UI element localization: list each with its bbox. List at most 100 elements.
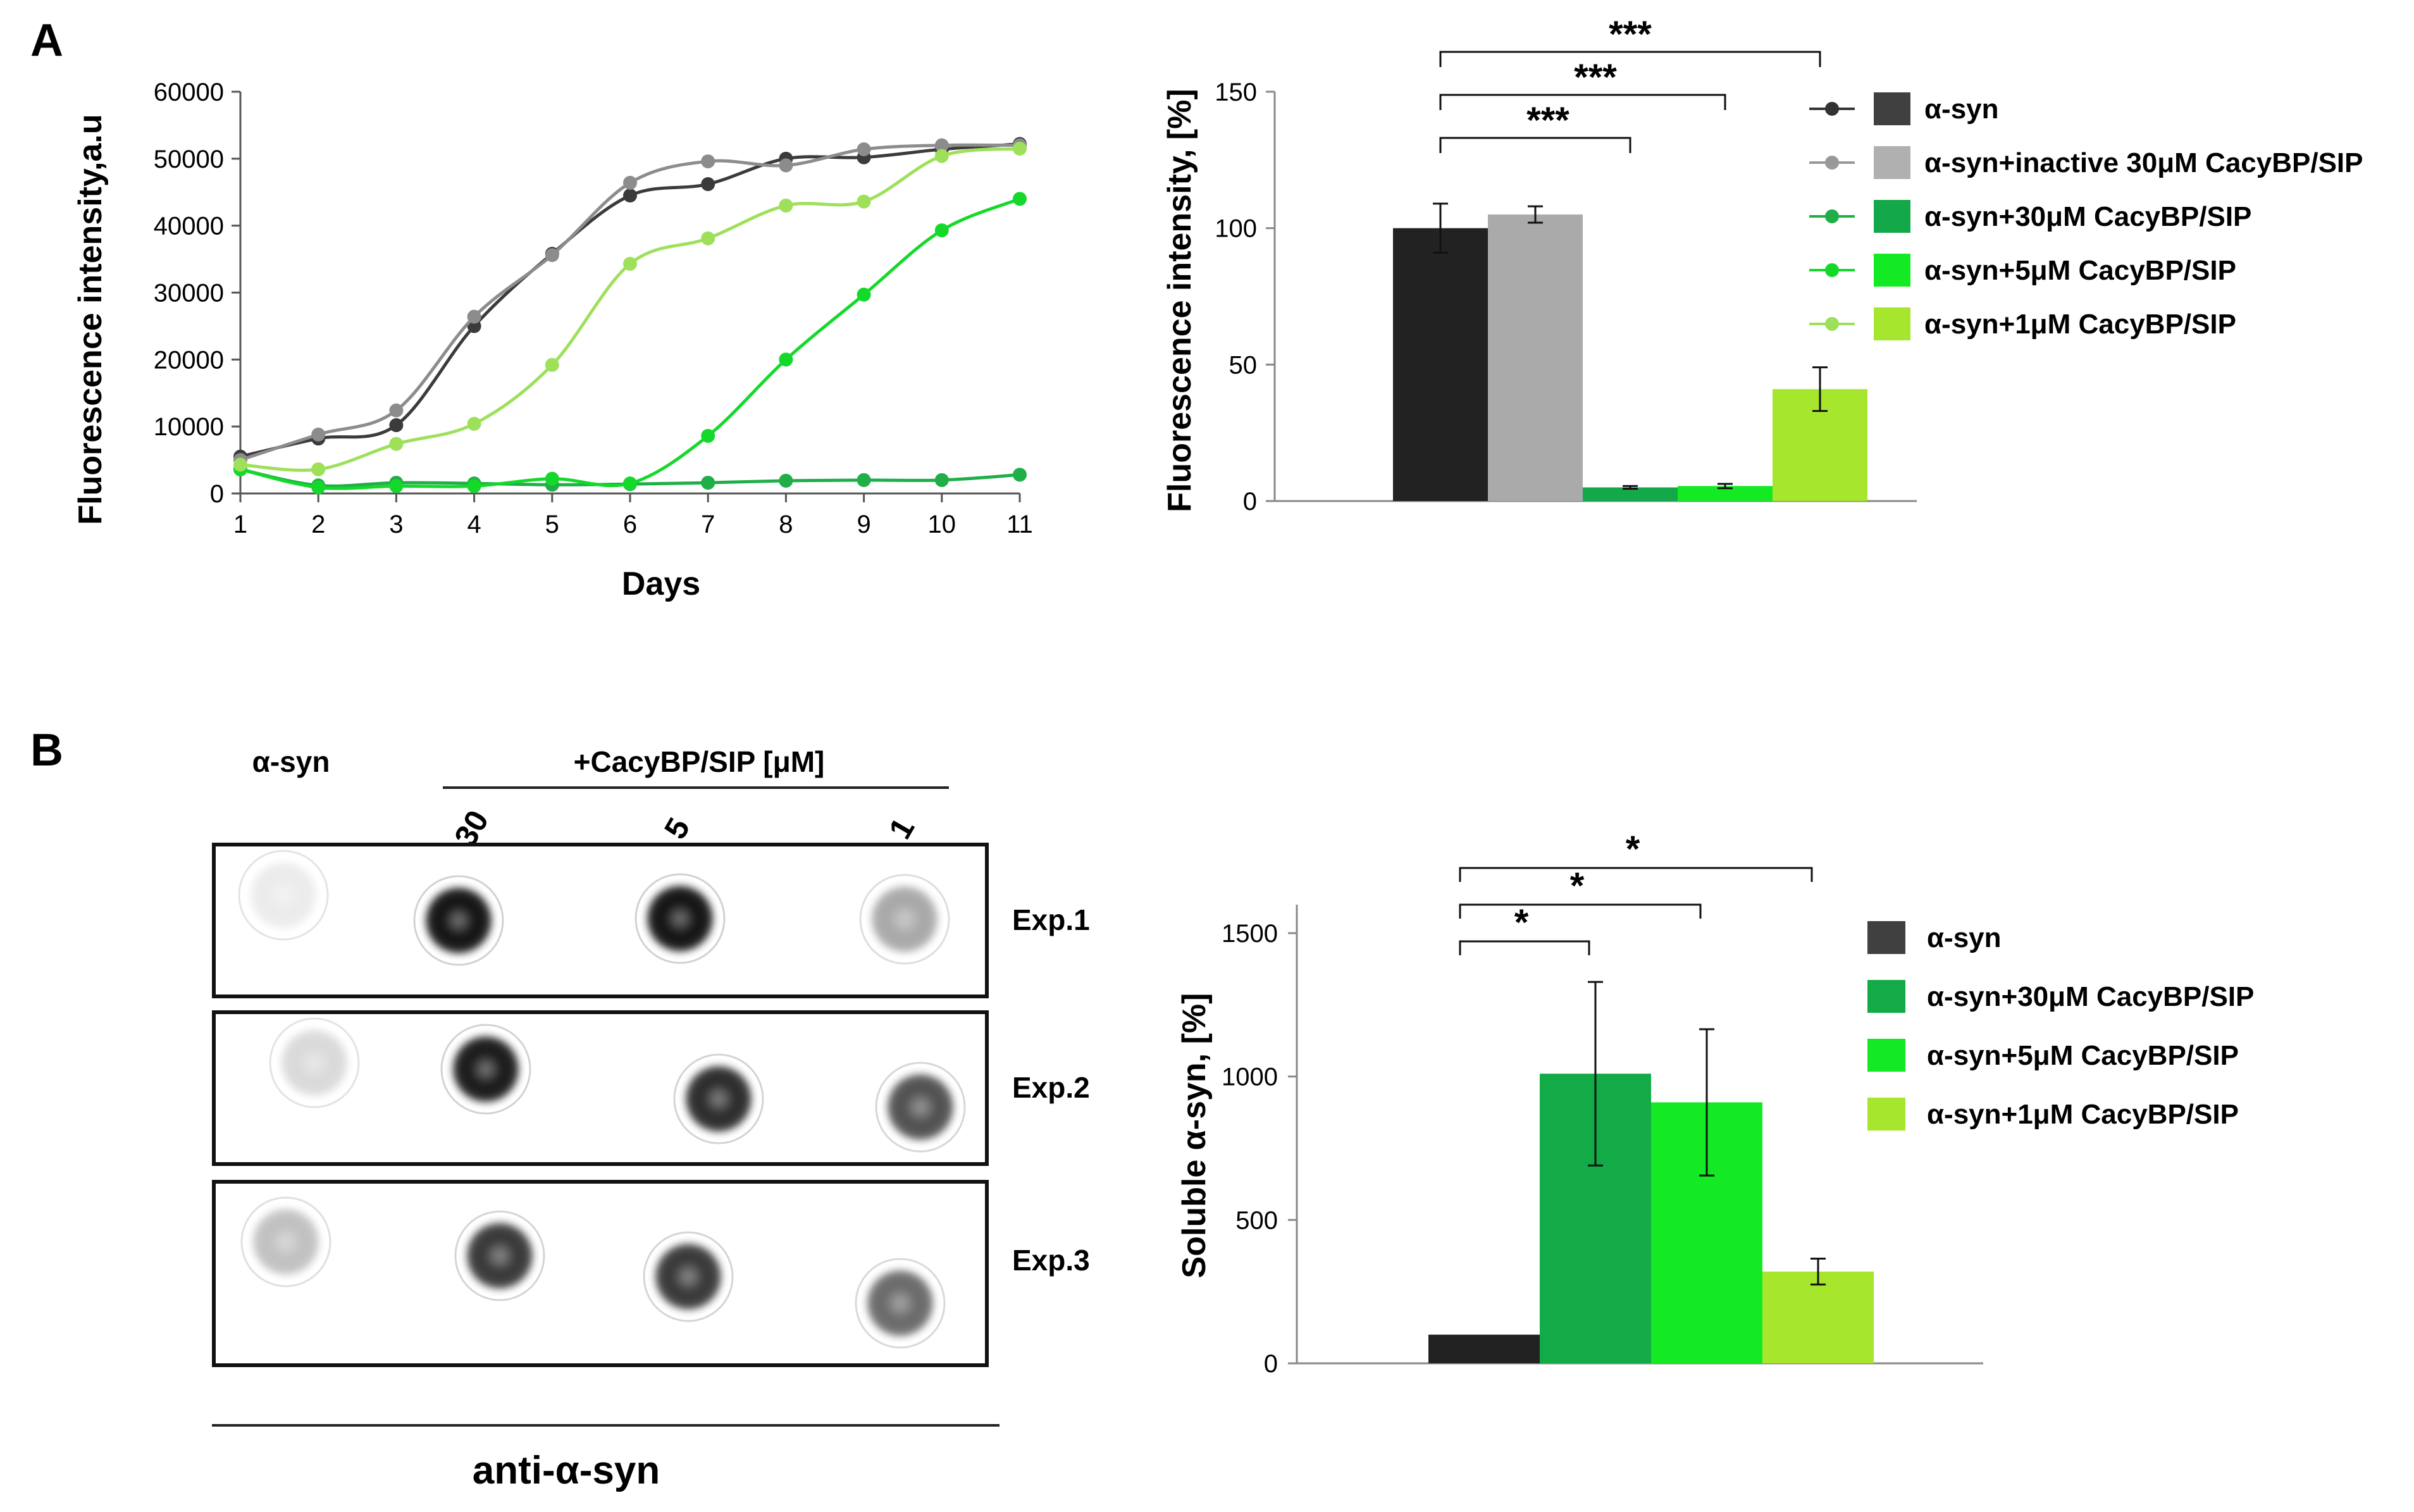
series-point [467,416,481,431]
x-tick-label: 5 [545,511,559,538]
blot-dot [251,862,316,928]
bar-1 [1488,214,1583,501]
significance-label: * [1570,865,1585,907]
x-tick-label: 9 [857,511,870,538]
y-tick-label: 20000 [154,346,224,374]
bar-chart-fluorescence-bars [1393,202,1867,501]
blot-dot [253,1209,319,1275]
series-point [623,256,637,271]
concentration-label: 5 [657,812,696,845]
legend-label: α-syn+1μM CacyBP/SIP [1927,1099,2239,1130]
y-tick-label: 30000 [154,280,224,307]
x-tick-label: 3 [389,511,403,538]
bar-chart-soluble: 0 500 1000 1500 * * * Soluble α-syn, [%] α-sy… [1176,829,2254,1378]
series-point [701,154,715,169]
significance-bracket [1439,137,1631,153]
y-tick-label: 50 [1229,351,1258,379]
blot-dot [867,1270,933,1336]
blot-dot [453,1036,519,1102]
x-tick-label: 10 [928,511,956,538]
significance-bracket [1459,903,1702,919]
blot-halo [634,873,726,964]
legend-label: α-syn+inactive 30μM CacyBP/SIP [1924,147,2363,178]
dot-blot-control-label: α-syn [252,745,330,778]
y-tick-label: 0 [210,480,224,508]
legend-label: α-syn+5μM CacyBP/SIP [1927,1040,2239,1071]
bar-chart-soluble-bars [1428,981,1874,1363]
blot-halo [875,1062,966,1153]
line-chart-series [233,137,1027,495]
series-point [467,309,481,324]
bar-chart-soluble-legend: α-syn α-syn+30μM CacyBP/SIP α-syn+5μM Cacy… [1867,921,2254,1131]
dot-blot-antibody-label: anti-α-syn [473,1449,660,1492]
series-point [934,149,949,163]
blot-halo [643,1231,734,1322]
bar-0 [1393,228,1488,501]
series-point [389,479,404,493]
significance-label: *** [1526,100,1569,141]
series-point [934,473,949,487]
series-point [623,189,637,203]
series-point [779,198,793,213]
blot-strip [212,1180,989,1367]
series-point [545,357,559,372]
line-chart: 0 10000 20000 30000 40000 50000 60000 1 2 3 4 5 6 7 8 9… [72,78,1033,602]
y-tick-label: 100 [1215,215,1257,243]
legend-label: α-syn [1927,922,2002,953]
significance-bracket [1439,51,1821,67]
series-point [545,471,559,486]
series-point [389,437,404,451]
y-tick-label: 40000 [154,213,224,240]
series-point [545,248,559,263]
legend-marker [1825,317,1839,331]
blot-dot [647,886,713,951]
significance-label: * [1626,829,1640,870]
experiment-label: Exp.1 [1012,903,1090,936]
legend-marker [1825,209,1839,223]
y-tick-label: 0 [1264,1350,1278,1378]
series-point [934,138,949,152]
blot-dot [872,886,938,952]
series-line-0 [240,142,1020,459]
blot-halo [240,1196,331,1287]
line-chart-ylabel: Fluorescence intensity,a.u [72,114,109,524]
blot-dot [426,888,492,953]
concentration-label: 1 [882,812,921,845]
legend-marker [1825,263,1839,277]
x-tick-label: 11 [1006,511,1033,538]
blot-halo [859,874,950,965]
y-tick-label: 60000 [154,78,224,106]
series-point [311,427,326,442]
legend-swatch [1874,307,1910,340]
blot-halo [454,1210,545,1301]
x-tick-label: 6 [623,511,637,538]
bar-chart-fluorescence-ylabel: Fluorescence intensity, [%] [1161,89,1198,512]
legend-swatch [1874,254,1910,287]
blot-halo [440,1024,531,1115]
legend-swatch [1867,980,1905,1013]
series-line-1 [240,143,1020,462]
dot-blot-treatment-label: +CacyBP/SIP [μM] [574,745,825,778]
bar-chart-fluorescence-significance: ********* [1439,14,1821,153]
x-tick-label: 8 [779,511,793,538]
series-point [779,158,793,173]
series-point [857,142,871,157]
legend-swatch [1867,1098,1905,1131]
y-tick-label: 1500 [1222,920,1278,948]
blot-dot [686,1066,752,1132]
blot-halo [673,1053,764,1144]
series-point [467,479,481,493]
x-tick-label: 4 [467,511,481,538]
blot-strip [212,1010,989,1166]
blot-dot [282,1030,347,1096]
significance-bracket [1459,940,1590,955]
line-chart-axes: 0 10000 20000 30000 40000 50000 60000 1 2 3 4 5 6 7 8 9… [154,78,1033,538]
x-tick-label: 7 [701,511,715,538]
significance-bracket [1439,94,1726,110]
legend-swatch [1874,146,1910,179]
series-point [779,352,793,367]
y-tick-label: 1000 [1222,1063,1278,1091]
blot-dot [888,1074,953,1140]
bar-0 [1428,1334,1540,1363]
